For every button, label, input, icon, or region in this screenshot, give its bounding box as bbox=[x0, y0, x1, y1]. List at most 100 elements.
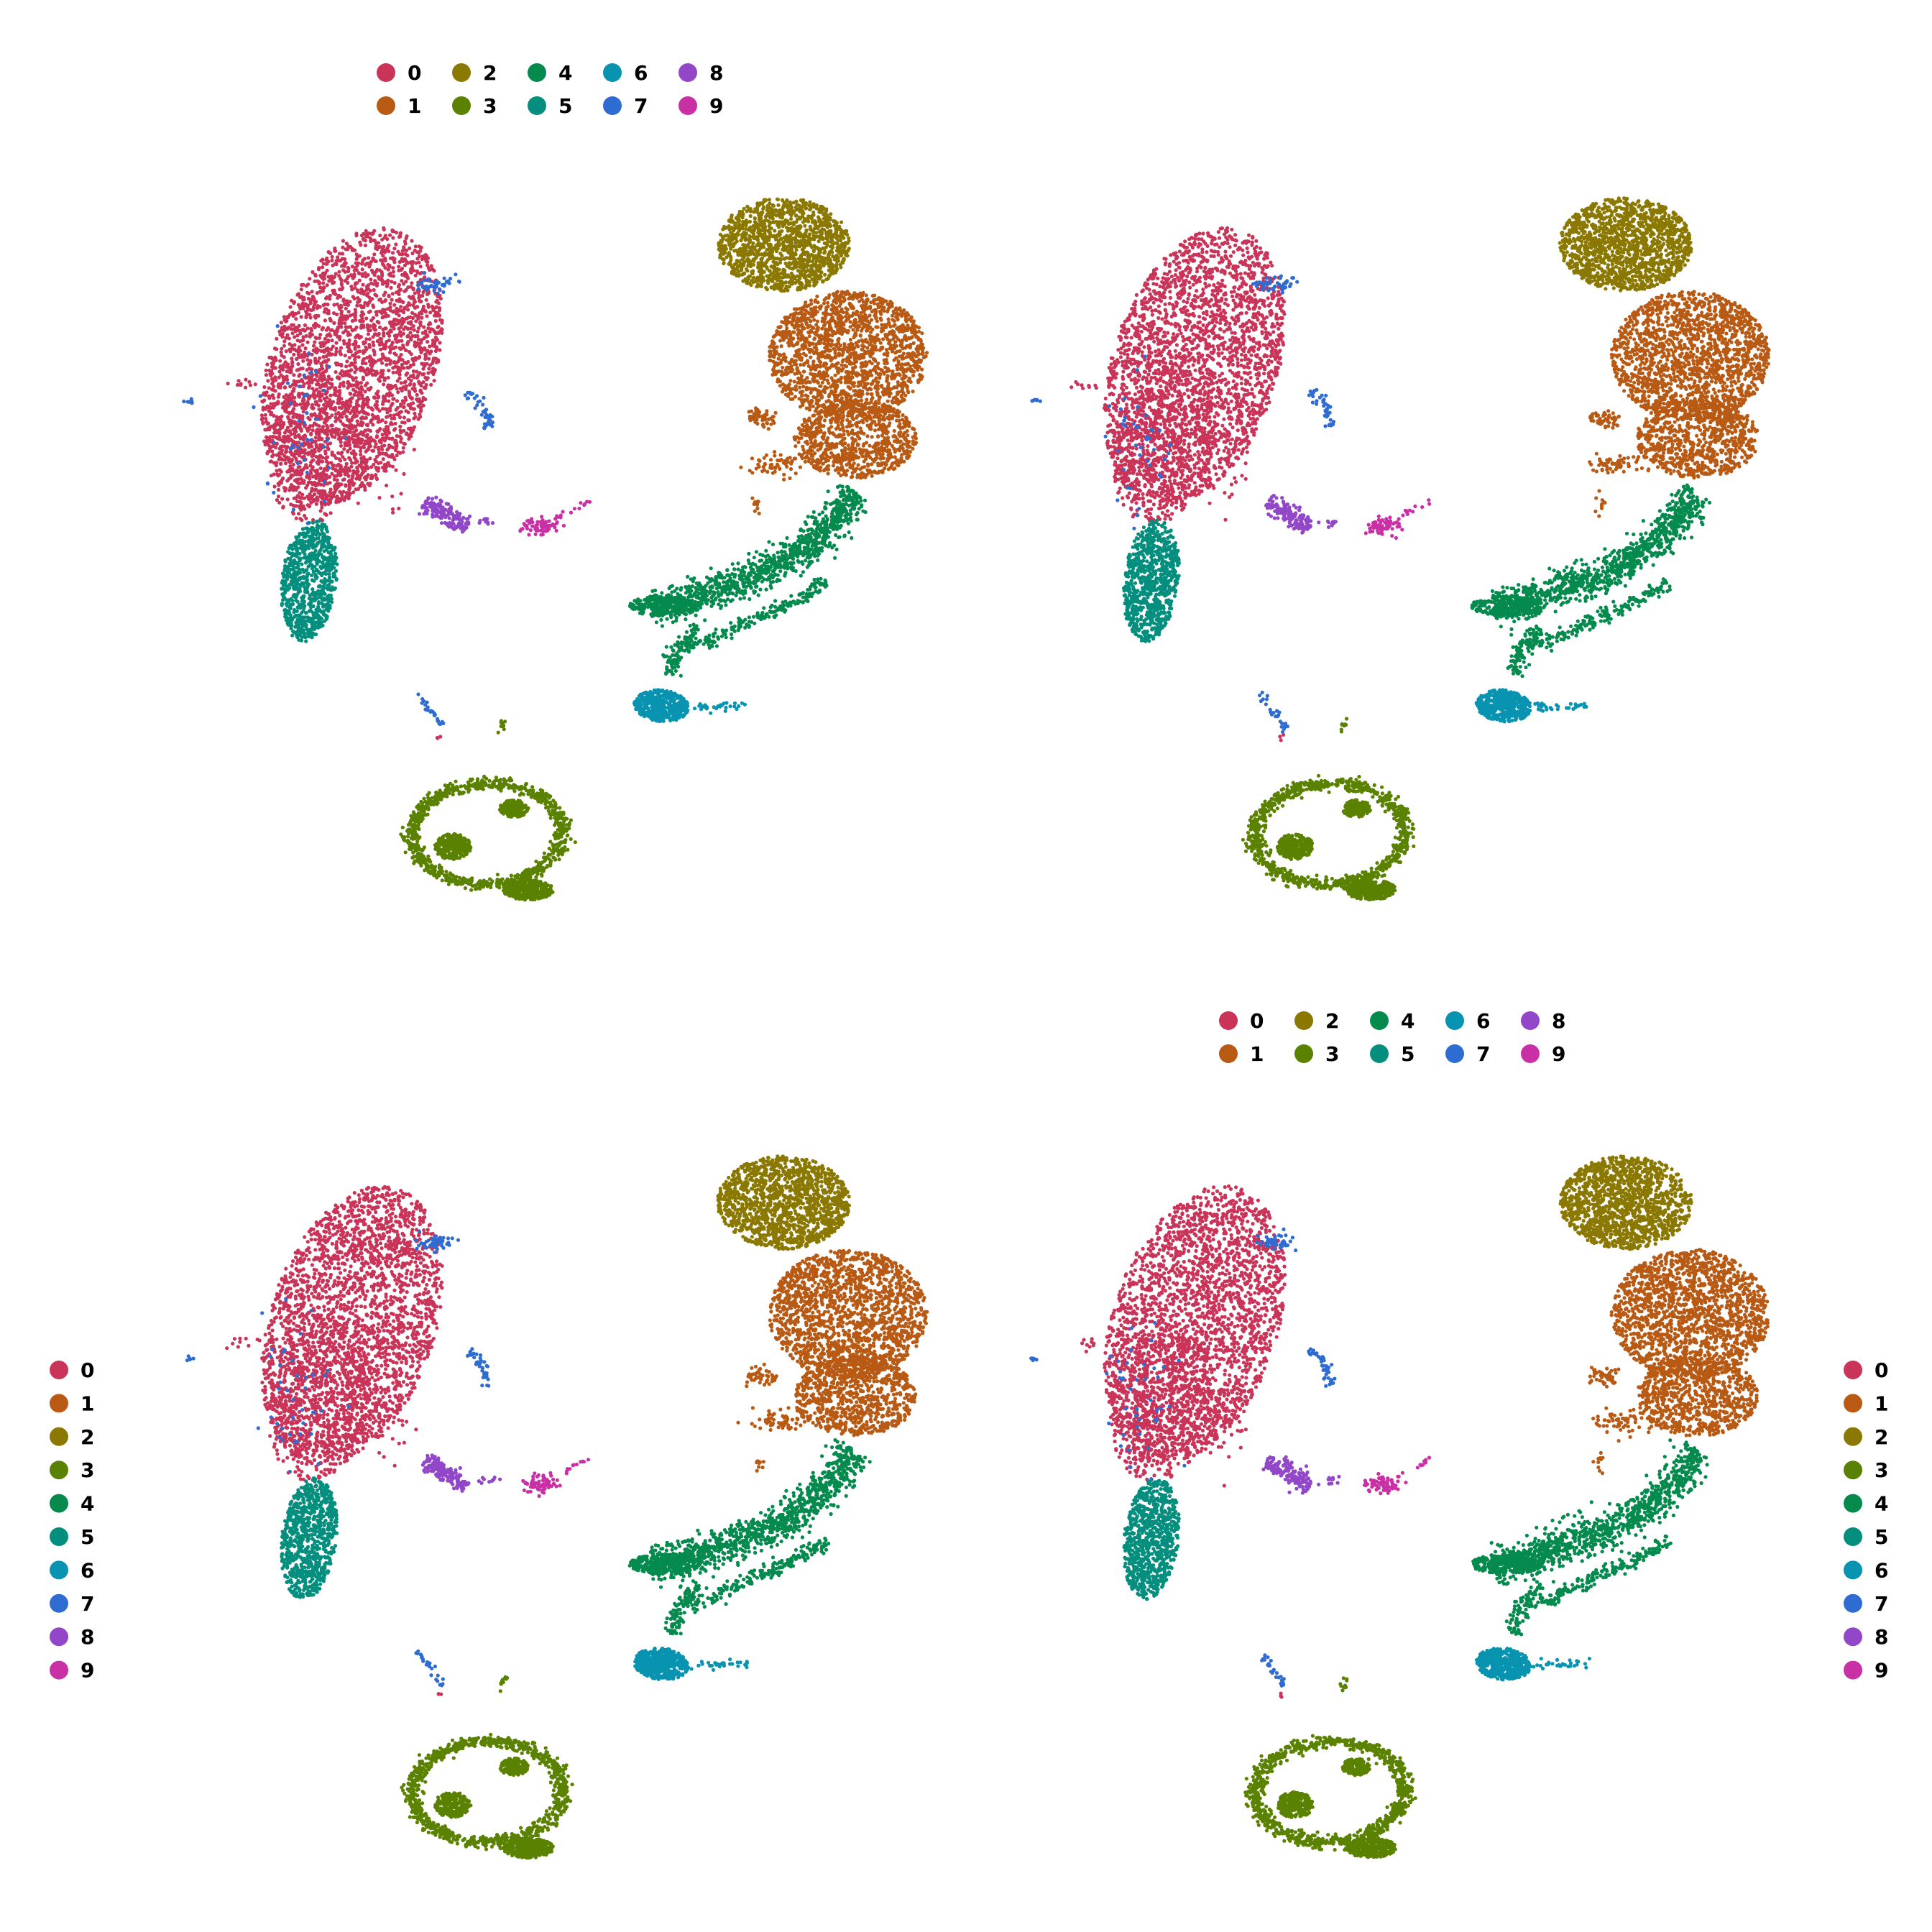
cell-point bbox=[383, 438, 387, 442]
cell-point bbox=[388, 302, 392, 305]
cell-point bbox=[372, 288, 376, 292]
cell-point bbox=[404, 380, 408, 383]
cell-point bbox=[336, 326, 340, 329]
cell-point bbox=[362, 357, 366, 361]
cell-point bbox=[405, 236, 408, 240]
cell-point bbox=[326, 259, 330, 263]
cell-point bbox=[390, 280, 393, 283]
cell-point bbox=[366, 372, 369, 376]
cell-point bbox=[428, 363, 432, 367]
cell-point bbox=[346, 346, 350, 349]
cell-point bbox=[370, 232, 374, 236]
cell-point bbox=[346, 326, 350, 329]
cell-point bbox=[262, 408, 265, 411]
cell-point bbox=[351, 319, 354, 323]
cell-point bbox=[346, 342, 349, 346]
cell-point bbox=[300, 343, 304, 346]
cell-point bbox=[324, 354, 328, 358]
cell-point bbox=[271, 380, 275, 383]
cell-point bbox=[300, 288, 303, 291]
cell-point bbox=[399, 334, 402, 338]
cell-point bbox=[386, 425, 390, 428]
cell-point bbox=[340, 282, 344, 285]
cell-point bbox=[292, 353, 295, 356]
cell-point bbox=[347, 310, 351, 313]
cell-point bbox=[365, 464, 369, 468]
cell-point bbox=[294, 384, 298, 387]
cell-point bbox=[314, 436, 318, 439]
cell-point bbox=[419, 351, 423, 354]
cell-point bbox=[372, 282, 375, 286]
cell-point bbox=[345, 462, 349, 466]
cell-point bbox=[290, 346, 294, 350]
cell-point bbox=[435, 305, 438, 309]
cell-point bbox=[360, 310, 364, 314]
cell-point bbox=[285, 365, 288, 369]
cell-point bbox=[332, 303, 336, 307]
cell-point bbox=[297, 310, 300, 314]
cell-point bbox=[328, 317, 332, 321]
cell-point bbox=[313, 322, 317, 326]
cell-point bbox=[420, 338, 423, 341]
cell-point bbox=[341, 490, 345, 494]
cell-point bbox=[284, 326, 288, 330]
cell-point bbox=[398, 252, 402, 256]
cell-point bbox=[354, 336, 357, 339]
cell-point bbox=[402, 442, 405, 446]
cell-point bbox=[390, 417, 393, 420]
cell-point bbox=[364, 244, 367, 247]
cell-point bbox=[304, 346, 308, 350]
cell-point bbox=[385, 408, 388, 411]
cell-point bbox=[333, 247, 336, 250]
cell-point bbox=[271, 405, 275, 409]
cell-point bbox=[367, 256, 370, 259]
cell-point bbox=[315, 336, 318, 340]
cell-point bbox=[423, 309, 427, 313]
panel-top-left-umap bbox=[182, 198, 929, 902]
cell-point bbox=[419, 323, 423, 327]
cell-point bbox=[391, 251, 395, 254]
cell-point bbox=[383, 395, 387, 399]
cell-point bbox=[367, 343, 371, 346]
cell-point bbox=[311, 428, 315, 432]
cell-point bbox=[264, 420, 268, 424]
cell-point bbox=[367, 332, 370, 336]
cell-point bbox=[342, 339, 346, 343]
cell-point bbox=[333, 290, 336, 293]
cell-point bbox=[383, 428, 387, 431]
cell-point bbox=[367, 295, 371, 299]
cell-point bbox=[377, 275, 380, 279]
cell-point bbox=[382, 228, 386, 231]
cell-point bbox=[265, 362, 269, 366]
cell-point bbox=[405, 372, 409, 375]
cell-point bbox=[394, 439, 397, 443]
cell-point bbox=[353, 272, 356, 276]
cell-point bbox=[364, 346, 367, 349]
cell-point bbox=[281, 477, 285, 480]
cell-point bbox=[340, 278, 344, 282]
cell-point bbox=[404, 252, 408, 256]
cell-point bbox=[381, 262, 385, 266]
cell-point bbox=[384, 298, 387, 302]
cell-point bbox=[363, 390, 367, 393]
cell-point bbox=[338, 319, 341, 323]
cell-point bbox=[441, 318, 444, 322]
cell-point bbox=[360, 272, 364, 276]
cell-point bbox=[397, 269, 400, 272]
cell-point bbox=[375, 334, 379, 337]
cell-point bbox=[288, 366, 291, 369]
cell-point bbox=[342, 262, 346, 266]
cell-point bbox=[399, 431, 402, 434]
cell-point bbox=[404, 242, 408, 246]
cell-point bbox=[361, 406, 364, 410]
cell-point bbox=[272, 357, 275, 361]
cell-point bbox=[346, 300, 349, 303]
cell-point bbox=[383, 378, 387, 382]
cell-point bbox=[415, 393, 419, 397]
cell-point bbox=[292, 407, 295, 410]
cell-point bbox=[342, 298, 346, 301]
cell-point bbox=[422, 326, 426, 329]
cell-point bbox=[331, 264, 334, 267]
cell-point bbox=[392, 318, 396, 321]
cell-point bbox=[327, 311, 331, 315]
